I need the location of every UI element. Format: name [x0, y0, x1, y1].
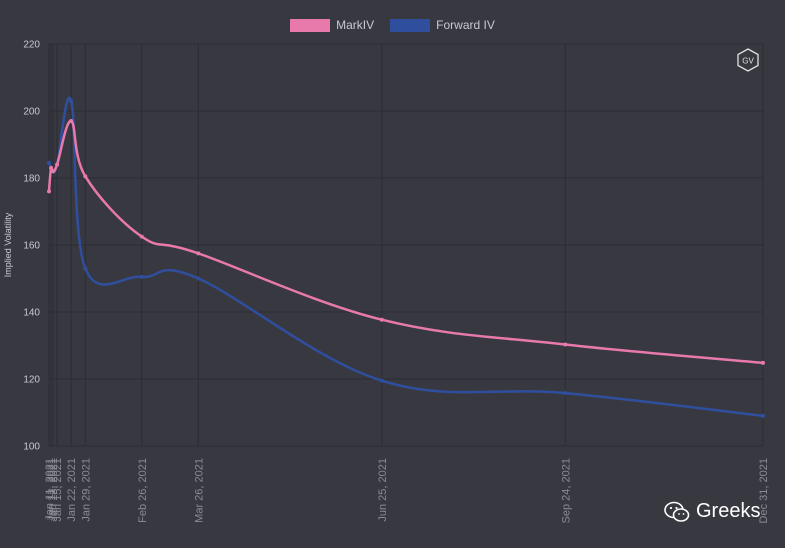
x-tick-label: Feb 26, 2021 — [137, 458, 149, 523]
legend: MarkIV Forward IV — [0, 18, 785, 32]
data-point-markiv[interactable] — [83, 174, 88, 179]
legend-item-forward-iv[interactable]: Forward IV — [390, 18, 495, 32]
data-point-markiv[interactable] — [49, 165, 54, 170]
data-point-markiv[interactable] — [55, 162, 60, 167]
watermark-text: Greeks — [696, 500, 761, 522]
data-point-forward-iv[interactable] — [563, 391, 568, 396]
data-point-markiv[interactable] — [563, 342, 568, 347]
x-tick-label: Jan 12, 2021 — [46, 458, 58, 522]
grid-lines — [48, 43, 764, 447]
y-tick-label: 220 — [23, 40, 40, 51]
data-point-markiv[interactable] — [47, 189, 51, 194]
x-tick-label: Mar 26, 2021 — [193, 458, 205, 523]
x-tick-label: Jan 22, 2021 — [66, 458, 78, 522]
y-axis-label: Implied Volatility — [3, 212, 13, 277]
y-tick-label: 140 — [23, 308, 40, 319]
x-tick-label: Jan 29, 2021 — [80, 458, 92, 522]
wechat-icon — [664, 501, 690, 522]
y-tick-label: 200 — [23, 107, 40, 118]
data-point-forward-iv[interactable] — [196, 276, 201, 281]
x-tick-label: Sep 24, 2021 — [560, 458, 572, 523]
gv-logo-text: GV — [742, 57, 754, 66]
series-line-markiv — [47, 119, 764, 365]
watermark: Greeks — [664, 500, 760, 523]
x-tick-label: Jan 13, 2021 — [48, 458, 60, 522]
data-point-forward-iv[interactable] — [761, 413, 765, 418]
legend-swatch-markiv — [290, 18, 331, 32]
legend-label-forward-iv: Forward IV — [436, 18, 495, 32]
data-point-markiv[interactable] — [69, 119, 74, 124]
data-point-forward-iv[interactable] — [139, 274, 144, 279]
y-axis: 100 120 140 160 180 200 220 — [23, 40, 40, 453]
y-tick-label: 180 — [23, 174, 40, 185]
data-point-forward-iv[interactable] — [69, 98, 74, 103]
data-point-forward-iv[interactable] — [379, 378, 384, 383]
data-point-markiv[interactable] — [761, 360, 765, 365]
x-tick-label: Jan 15, 2021 — [52, 458, 64, 522]
legend-item-markiv[interactable]: MarkIV — [290, 18, 374, 32]
y-tick-label: 160 — [23, 241, 40, 252]
y-tick-label: 120 — [23, 375, 40, 386]
x-tick-label: Dec 31, 2021 — [758, 458, 770, 523]
data-point-markiv[interactable] — [379, 317, 384, 322]
x-tick-label: Jan 11, 2021 — [44, 458, 56, 521]
data-point-markiv[interactable] — [196, 251, 201, 256]
legend-label-markiv: MarkIV — [336, 18, 375, 32]
y-tick-label: 100 — [23, 442, 40, 453]
series-lines — [47, 96, 765, 418]
data-point-forward-iv[interactable] — [47, 160, 51, 165]
x-tick-label: Jun 25, 2021 — [377, 458, 389, 522]
series-line-forward-iv — [47, 96, 764, 418]
data-point-forward-iv[interactable] — [83, 266, 88, 271]
data-point-markiv[interactable] — [51, 169, 56, 174]
data-point-markiv[interactable] — [139, 234, 144, 239]
gv-logo: GV — [737, 48, 759, 72]
legend-swatch-forward-iv — [390, 18, 431, 32]
